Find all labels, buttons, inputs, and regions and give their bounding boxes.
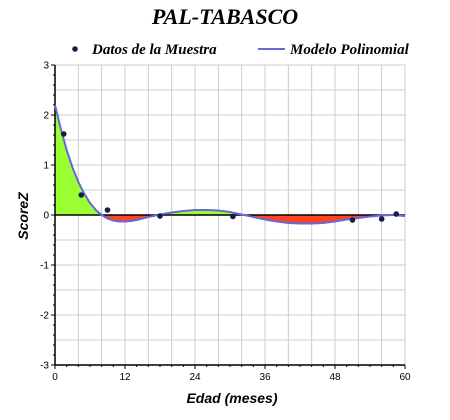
y-tick-label: -2 <box>40 311 49 322</box>
y-tick-label: -1 <box>40 261 49 272</box>
x-tick-label: 48 <box>329 372 341 383</box>
fill-negative <box>55 215 405 224</box>
chart-title: PAL-TABASCO <box>151 4 298 29</box>
data-point <box>104 207 111 213</box>
x-tick-label: 60 <box>399 372 411 383</box>
y-axis-label: ScoreZ <box>15 192 31 240</box>
y-tick-label: 3 <box>43 61 49 72</box>
axes <box>51 64 406 369</box>
x-tick-label: 0 <box>52 372 58 383</box>
series-lines <box>54 104 406 225</box>
data-point <box>60 131 67 137</box>
data-point <box>230 213 236 220</box>
data-point <box>78 192 85 198</box>
data-point <box>349 217 356 223</box>
legend-label-muestra: Datos de la Muestra <box>91 42 217 58</box>
x-tick-label: 24 <box>189 372 201 383</box>
data-point <box>378 216 385 222</box>
x-axis-label: Edad (meses) <box>186 390 277 406</box>
series-line-modelo <box>54 104 406 225</box>
y-tick-label: -3 <box>40 361 49 372</box>
series-points <box>60 131 400 223</box>
legend-label-modelo: Modelo Polinomial <box>289 42 410 58</box>
legend: Datos de la Muestra Modelo Polinomial <box>72 42 410 58</box>
legend-marker-muestra <box>72 46 78 52</box>
data-point <box>393 211 400 217</box>
x-tick-label: 12 <box>119 372 131 383</box>
x-tick-label: 36 <box>259 372 271 383</box>
y-tick-label: 1 <box>43 161 49 172</box>
data-point <box>157 213 163 219</box>
y-tick-label: 2 <box>43 111 49 122</box>
y-tick-label: 0 <box>43 211 49 222</box>
